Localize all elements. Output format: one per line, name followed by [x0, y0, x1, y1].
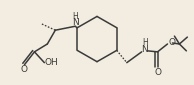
Text: O: O: [20, 65, 27, 74]
Text: O: O: [154, 68, 161, 77]
Text: H: H: [142, 39, 147, 48]
Text: O: O: [168, 39, 176, 48]
Text: N: N: [72, 18, 79, 27]
Text: OH: OH: [44, 58, 58, 67]
Text: H: H: [72, 12, 78, 21]
Text: N: N: [141, 45, 148, 54]
